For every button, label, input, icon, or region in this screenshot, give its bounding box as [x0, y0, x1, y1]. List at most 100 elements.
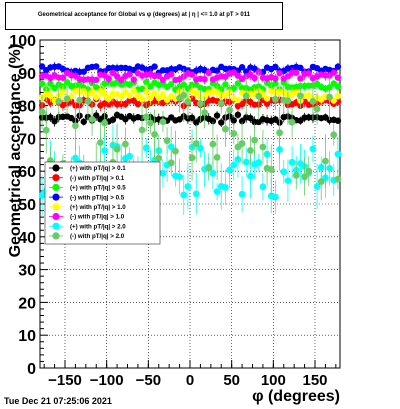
data-point	[217, 99, 225, 107]
data-point	[297, 92, 304, 100]
data-point	[101, 147, 108, 154]
y-tick-label: 70	[18, 131, 36, 148]
data-point	[238, 64, 246, 71]
data-point	[284, 73, 292, 80]
data-point	[180, 91, 188, 99]
x-tick-label: 50	[223, 372, 240, 389]
data-point	[84, 97, 92, 105]
data-point	[288, 118, 296, 126]
data-point	[130, 76, 137, 83]
data-point	[213, 188, 221, 196]
data-point	[280, 168, 288, 176]
data-point	[293, 69, 300, 76]
y-tick-label: 30	[18, 263, 36, 280]
data-point	[309, 145, 317, 153]
data-point	[147, 83, 154, 90]
data-point	[284, 177, 292, 185]
data-point	[292, 171, 300, 179]
data-point	[47, 114, 54, 121]
y-tick-label: 80	[18, 99, 36, 116]
x-axis-label: φ (degrees)	[252, 388, 340, 405]
data-point	[226, 166, 233, 174]
data-point	[126, 152, 133, 160]
x-tick-label: −150	[48, 372, 82, 389]
data-point	[263, 100, 271, 107]
data-point	[334, 74, 342, 81]
legend-marker	[52, 193, 60, 201]
data-point	[326, 164, 333, 172]
data-point	[80, 118, 87, 125]
timestamp: Tue Dec 21 07:25:06 2021	[4, 396, 112, 406]
legend-label: (+) with pT/|q| > 1.0	[70, 204, 126, 211]
data-point	[197, 100, 204, 107]
data-point	[72, 122, 79, 130]
legend-label: (-) with pT/|q| > 1.0	[70, 214, 125, 221]
data-point	[259, 183, 267, 191]
data-point	[330, 131, 338, 139]
y-tick-label: 60	[18, 164, 36, 181]
data-point	[242, 158, 250, 166]
data-point	[101, 119, 108, 127]
data-point	[138, 96, 146, 103]
y-tick-label: 0	[27, 361, 36, 378]
data-point	[172, 147, 179, 155]
data-point	[251, 74, 258, 82]
data-point	[159, 76, 167, 84]
data-point	[180, 191, 188, 199]
data-point	[55, 97, 63, 105]
data-point	[238, 140, 246, 147]
data-point	[213, 153, 221, 161]
data-point	[209, 140, 217, 148]
data-point	[201, 109, 208, 116]
data-point	[322, 157, 329, 165]
data-point	[192, 190, 200, 198]
legend-label: (+) with pT/|q| > 0.1	[70, 165, 126, 172]
data-point	[234, 96, 242, 104]
data-point	[142, 144, 150, 152]
data-point	[118, 93, 125, 100]
data-point	[326, 93, 333, 101]
data-point	[42, 126, 50, 134]
data-point	[151, 63, 158, 70]
data-point	[168, 71, 175, 78]
data-point	[126, 92, 133, 99]
data-point	[276, 70, 283, 77]
data-point	[272, 63, 279, 71]
data-point	[122, 140, 129, 148]
data-point	[255, 69, 262, 76]
data-point	[334, 83, 342, 90]
data-point	[247, 114, 254, 122]
data-point	[334, 63, 342, 70]
data-point	[209, 169, 217, 177]
legend-label: (-) with pT/|q| > 0.1	[70, 175, 125, 182]
data-points	[38, 62, 342, 216]
data-point	[113, 145, 121, 153]
x-tick-label: −50	[136, 372, 161, 389]
data-point	[38, 108, 46, 116]
legend-marker	[52, 164, 60, 172]
legend: (+) with pT/|q| > 0.1 (-) with pT/|q| > 0…	[44, 161, 161, 245]
data-point	[230, 161, 238, 169]
data-point	[330, 69, 337, 76]
data-point	[305, 92, 312, 99]
data-point	[238, 117, 246, 125]
data-point	[47, 92, 54, 99]
legend-label: (+) with pT/|q| > 2.0	[70, 223, 126, 230]
data-point	[72, 154, 79, 162]
data-point	[230, 117, 237, 124]
legend-box	[44, 161, 161, 245]
data-point	[297, 75, 304, 82]
x-tick-label: −100	[90, 372, 124, 389]
data-point	[109, 116, 117, 123]
data-point	[293, 88, 300, 96]
data-point	[213, 112, 221, 119]
x-tick-label: 150	[302, 372, 327, 389]
data-point	[247, 147, 254, 154]
series-5	[38, 67, 342, 86]
y-tick-label: 50	[18, 197, 36, 214]
y-tick-label: 100	[9, 33, 36, 50]
data-point	[234, 111, 242, 119]
data-point	[155, 154, 163, 162]
data-point	[255, 159, 263, 166]
data-point	[317, 178, 325, 186]
